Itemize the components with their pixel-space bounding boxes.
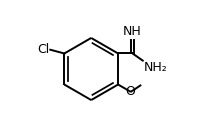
Text: Cl: Cl — [37, 43, 50, 56]
Text: O: O — [125, 85, 135, 98]
Text: NH: NH — [123, 25, 142, 38]
Text: NH₂: NH₂ — [143, 61, 167, 74]
